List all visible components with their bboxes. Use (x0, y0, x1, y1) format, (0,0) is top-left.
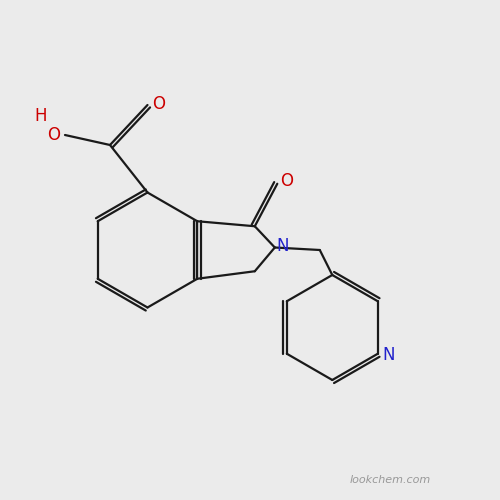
Text: N: N (382, 346, 395, 364)
Text: O: O (280, 172, 293, 190)
Text: N: N (276, 237, 289, 255)
Text: O: O (48, 126, 60, 144)
Text: lookchem.com: lookchem.com (350, 475, 430, 485)
Text: H: H (34, 107, 47, 125)
Text: O: O (152, 94, 165, 112)
